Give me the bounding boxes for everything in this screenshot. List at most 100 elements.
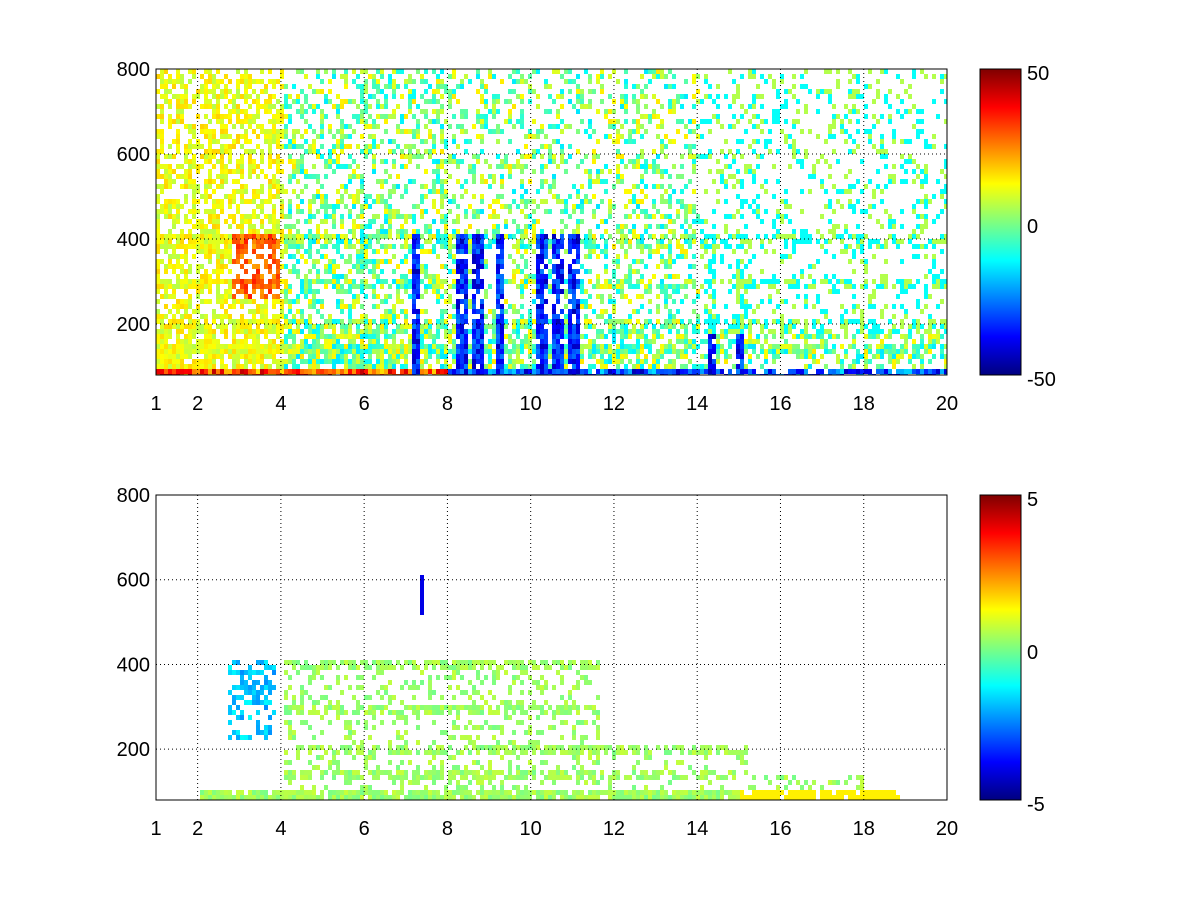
top-heatmap-cell: [588, 119, 592, 124]
top-heatmap-cell: [688, 149, 692, 154]
top-heatmap-cell: [432, 284, 436, 289]
top-heatmap-cell: [168, 99, 172, 104]
top-heatmap-cell: [364, 369, 368, 374]
top-heatmap-cell: [656, 294, 660, 299]
top-heatmap-cell: [200, 224, 204, 229]
top-heatmap-cell: [604, 114, 608, 119]
top-heatmap-cell: [640, 199, 644, 204]
top-heatmap-cell: [708, 364, 712, 369]
top-heatmap-cell: [204, 159, 208, 164]
top-heatmap-cell: [228, 79, 232, 84]
top-heatmap-cell: [512, 219, 516, 224]
top-heatmap-cell: [168, 104, 172, 109]
top-heatmap-cell: [360, 354, 364, 359]
top-heatmap-cell: [260, 209, 264, 214]
top-heatmap-cell: [368, 219, 372, 224]
top-heatmap-cell: [636, 129, 640, 134]
top-heatmap-cell: [432, 169, 436, 174]
top-heatmap-cell: [492, 349, 496, 354]
top-heatmap-cell: [580, 284, 584, 289]
top-heatmap-cell: [236, 249, 240, 254]
top-heatmap-cell: [508, 109, 512, 114]
top-heatmap-cell: [536, 294, 540, 299]
top-heatmap-cell: [772, 234, 776, 239]
top-heatmap-cell: [460, 84, 464, 89]
top-heatmap-cell: [772, 84, 776, 89]
top-heatmap-cell: [724, 214, 728, 219]
top-heatmap-cell: [768, 349, 772, 354]
top-heatmap-cell: [560, 239, 564, 244]
top-heatmap-cell: [208, 254, 212, 259]
top-heatmap-cell: [464, 354, 468, 359]
top-heatmap-cell: [184, 274, 188, 279]
top-heatmap-cell: [232, 139, 236, 144]
top-heatmap-cell: [464, 369, 468, 374]
top-heatmap-cell: [776, 319, 780, 324]
top-heatmap-cell: [356, 144, 360, 149]
top-heatmap-cell: [272, 329, 276, 334]
top-heatmap-cell: [500, 159, 504, 164]
top-heatmap-cell: [772, 369, 776, 374]
top-heatmap-cell: [172, 214, 176, 219]
top-heatmap-cell: [340, 359, 344, 364]
top-heatmap-cell: [288, 214, 292, 219]
top-heatmap-cell: [292, 329, 296, 334]
top-heatmap-cell: [772, 224, 776, 229]
top-heatmap-cell: [384, 104, 388, 109]
top-heatmap-cell: [516, 319, 520, 324]
top-heatmap-cell: [240, 344, 244, 349]
top-heatmap-cell: [780, 234, 784, 239]
top-heatmap-cell: [480, 84, 484, 89]
top-heatmap-cell: [684, 94, 688, 99]
top-heatmap-cell: [156, 154, 160, 159]
top-heatmap-cell: [472, 304, 476, 309]
top-heatmap-cell: [368, 369, 372, 374]
top-heatmap-cell: [776, 94, 780, 99]
top-heatmap-cell: [360, 134, 364, 139]
top-heatmap-cell: [388, 114, 392, 119]
top-heatmap-cell: [388, 174, 392, 179]
top-heatmap-cell: [324, 344, 328, 349]
top-heatmap-cell: [184, 284, 188, 289]
top-heatmap-cell: [272, 344, 276, 349]
top-heatmap-cell: [604, 369, 608, 374]
top-heatmap-cell: [380, 284, 384, 289]
top-heatmap-cell: [252, 289, 256, 294]
top-heatmap-cell: [312, 304, 316, 309]
top-heatmap-cell: [460, 239, 464, 244]
top-heatmap-cell: [556, 94, 560, 99]
top-heatmap-cell: [400, 229, 404, 234]
top-heatmap-cell: [564, 199, 568, 204]
top-heatmap-cell: [376, 329, 380, 334]
top-heatmap-cell: [400, 149, 404, 154]
top-heatmap-cell: [284, 114, 288, 119]
top-heatmap-cell: [380, 344, 384, 349]
top-heatmap-cell: [288, 304, 292, 309]
top-heatmap-cell: [304, 339, 308, 344]
top-heatmap-cell: [264, 354, 268, 359]
top-heatmap-cell: [196, 189, 200, 194]
top-heatmap-cell: [260, 219, 264, 224]
top-heatmap-cell: [532, 89, 536, 94]
top-heatmap-cell: [476, 239, 480, 244]
top-heatmap-cell: [380, 159, 384, 164]
top-heatmap-cell: [652, 354, 656, 359]
top-heatmap-cell: [752, 309, 756, 314]
top-heatmap-cell: [444, 219, 448, 224]
top-heatmap-cell: [492, 209, 496, 214]
top-heatmap-cell: [304, 324, 308, 329]
top-heatmap-cell: [392, 344, 396, 349]
top-heatmap-cell: [760, 184, 764, 189]
top-heatmap-cell: [384, 249, 388, 254]
top-heatmap-cell: [240, 134, 244, 139]
top-heatmap-cell: [688, 129, 692, 134]
top-heatmap-cell: [744, 309, 748, 314]
top-heatmap-cell: [568, 249, 572, 254]
top-heatmap-cell: [564, 69, 568, 74]
top-heatmap-cell: [720, 329, 724, 334]
top-heatmap-cell: [276, 194, 280, 199]
top-heatmap-cell: [400, 154, 404, 159]
top-heatmap-cell: [444, 239, 448, 244]
top-heatmap-cell: [736, 209, 740, 214]
top-heatmap-cell: [440, 194, 444, 199]
